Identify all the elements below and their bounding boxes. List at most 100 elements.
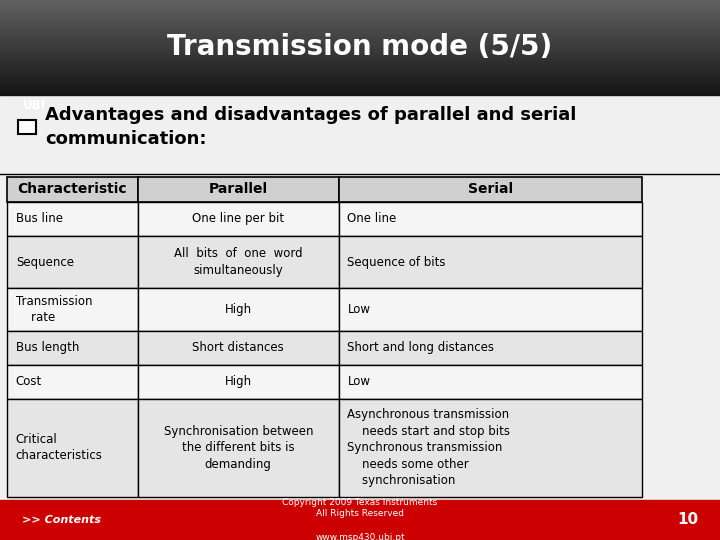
Bar: [0, 56, 720, 57]
Text: UBI: UBI: [23, 99, 46, 112]
Text: Short and long distances: Short and long distances: [348, 341, 495, 354]
Bar: [7, 399, 138, 497]
Bar: [0, 4, 720, 5]
Bar: [0, 19, 720, 20]
Text: Cost: Cost: [16, 375, 42, 388]
Bar: [0, 49, 720, 50]
Bar: [0, 7, 720, 8]
Bar: [0, 86, 720, 87]
Bar: [0, 32, 720, 33]
Bar: [0, 1, 720, 2]
Bar: [0, 40, 720, 42]
Bar: [0, 83, 720, 84]
Text: Copyright 2009 Texas Instruments
All Rights Reserved

www.msp430.ubi.pt: Copyright 2009 Texas Instruments All Rig…: [282, 497, 438, 540]
Text: Critical
characteristics: Critical characteristics: [16, 433, 103, 462]
Bar: [0, 30, 720, 31]
Bar: [0, 27, 720, 29]
Bar: [0, 65, 720, 66]
Text: Advantages and disadvantages of parallel and serial
communication:: Advantages and disadvantages of parallel…: [45, 106, 577, 148]
Bar: [0, 58, 720, 59]
Bar: [0, 21, 720, 23]
Bar: [339, 399, 642, 497]
Bar: [0, 6, 720, 7]
Bar: [0, 45, 720, 46]
Text: Low: Low: [348, 303, 371, 316]
Bar: [138, 331, 339, 364]
Text: Sequence: Sequence: [16, 255, 74, 268]
Bar: [7, 364, 138, 399]
Bar: [0, 25, 720, 26]
Bar: [0, 43, 720, 44]
Bar: [0, 59, 720, 60]
Bar: [0, 53, 720, 55]
Bar: [0, 14, 720, 15]
Bar: [0, 77, 720, 78]
Bar: [0, 93, 720, 94]
Bar: [0, 78, 720, 79]
Bar: [0, 28, 720, 30]
Bar: [18, 120, 36, 134]
Text: Synchronisation between
the different bits is
demanding: Synchronisation between the different bi…: [163, 424, 313, 471]
Text: >> Contents: >> Contents: [22, 515, 101, 525]
Bar: [0, 50, 720, 51]
Bar: [0, 33, 720, 34]
Bar: [0, 44, 720, 45]
Bar: [0, 42, 720, 43]
Bar: [339, 236, 642, 288]
Bar: [0, 0, 720, 1]
Bar: [0, 20, 720, 21]
Text: Characteristic: Characteristic: [18, 183, 127, 196]
Bar: [138, 236, 339, 288]
Bar: [0, 82, 720, 83]
Bar: [0, 92, 720, 93]
Bar: [339, 202, 642, 236]
Bar: [0, 55, 720, 56]
Bar: [0, 87, 720, 89]
Bar: [0, 17, 720, 18]
Bar: [339, 331, 642, 364]
Bar: [0, 13, 720, 14]
Bar: [138, 399, 339, 497]
Bar: [0, 39, 720, 40]
Text: All  bits  of  one  word
simultaneously: All bits of one word simultaneously: [174, 247, 302, 277]
Bar: [0, 71, 720, 72]
Bar: [0, 2, 720, 4]
Bar: [0, 85, 720, 86]
Text: Serial: Serial: [468, 183, 513, 196]
Bar: [0, 31, 720, 32]
Bar: [0, 69, 720, 70]
Bar: [339, 177, 642, 202]
Bar: [0, 23, 720, 24]
Bar: [0, 84, 720, 85]
Bar: [7, 331, 138, 364]
Bar: [0, 75, 720, 76]
Bar: [138, 202, 339, 236]
Bar: [0, 46, 720, 47]
Bar: [0, 5, 720, 6]
Bar: [0, 62, 720, 63]
Bar: [0, 10, 720, 11]
Text: Transmission
    rate: Transmission rate: [16, 295, 92, 325]
Text: Bus length: Bus length: [16, 341, 79, 354]
Bar: [0, 90, 720, 91]
Bar: [0, 91, 720, 92]
Text: High: High: [225, 303, 252, 316]
Bar: [0, 68, 720, 69]
Bar: [0, 52, 720, 53]
Bar: [0, 15, 720, 17]
Bar: [138, 177, 339, 202]
Bar: [7, 288, 138, 331]
Bar: [0, 36, 720, 37]
Text: Asynchronous transmission
    needs start and stop bits
Synchronous transmission: Asynchronous transmission needs start an…: [348, 408, 510, 487]
Bar: [0, 66, 720, 68]
Text: High: High: [225, 375, 252, 388]
Bar: [339, 288, 642, 331]
Bar: [0, 76, 720, 77]
Bar: [7, 202, 138, 236]
Bar: [0, 51, 720, 52]
Bar: [0, 89, 720, 90]
Bar: [0, 72, 720, 73]
Text: One line: One line: [348, 212, 397, 225]
Bar: [138, 288, 339, 331]
Bar: [0, 38, 720, 39]
